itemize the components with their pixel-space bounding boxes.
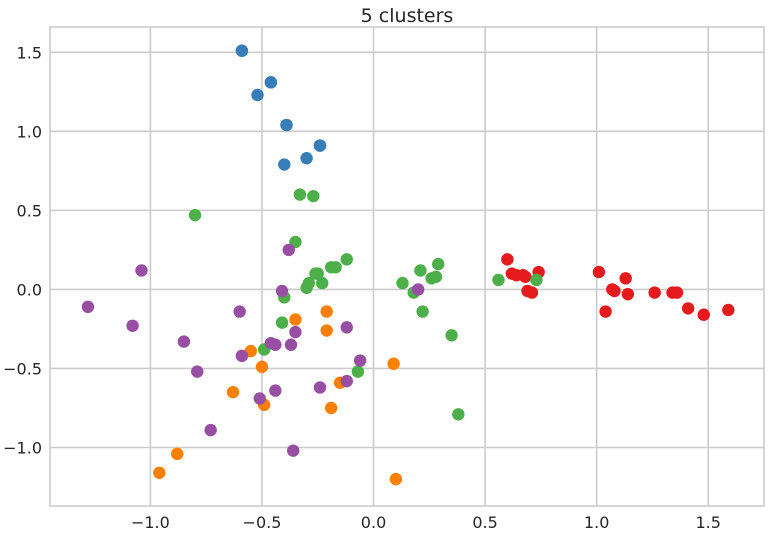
cluster-3-point (416, 305, 429, 318)
x-tick-label: 1.0 (584, 513, 609, 532)
cluster-3-point (340, 253, 353, 266)
cluster-2-point (264, 76, 278, 89)
cluster-4-point (387, 357, 400, 370)
cluster-1-point (697, 308, 710, 321)
cluster-1-point (648, 286, 661, 299)
cluster-1-point (592, 265, 606, 279)
cluster-2-point (235, 44, 249, 57)
cluster-3-point (432, 257, 445, 271)
cluster-3-point (429, 270, 443, 283)
cluster-3-point (302, 276, 316, 290)
cluster-5-point (204, 423, 217, 437)
cluster-1-point (619, 272, 632, 285)
cluster-3-point (275, 316, 289, 329)
y-tick-label: 0.0 (17, 280, 42, 299)
cluster-3-point (311, 267, 324, 280)
cluster-2-point (280, 118, 293, 132)
cluster-1-point (621, 287, 635, 301)
cluster-5-point (289, 325, 302, 339)
cluster-3-point (530, 273, 543, 287)
cluster-4-point (324, 401, 338, 415)
cluster-3-point (445, 329, 458, 342)
y-tick-label: 1.0 (17, 122, 42, 141)
cluster-3-point (452, 408, 465, 421)
x-tick-label: 0.5 (472, 513, 497, 532)
y-tick-label: 1.5 (17, 43, 42, 62)
cluster-1-point (599, 305, 612, 318)
cluster-3-point (188, 208, 202, 222)
cluster-1-point (670, 286, 684, 299)
cluster-4-point (226, 385, 240, 399)
cluster-5-point (313, 381, 327, 394)
cluster-1-point (501, 253, 514, 266)
cluster-5-point (135, 264, 148, 277)
cluster-1-point (722, 303, 735, 317)
x-tick-label: 0.0 (361, 513, 386, 532)
cluster-4-point (289, 313, 302, 326)
cluster-4-point (320, 324, 333, 337)
cluster-4-point (153, 466, 166, 480)
cluster-5-point (340, 321, 353, 334)
cluster-3-point (492, 273, 505, 287)
cluster-5-point (191, 365, 204, 378)
cluster-3-point (307, 189, 320, 203)
cluster-4-point (170, 447, 184, 461)
grid (50, 27, 764, 506)
cluster-4-point (255, 360, 269, 374)
plot-area-frame (49, 26, 765, 507)
cluster-1-point (608, 284, 621, 298)
cluster-5-point (126, 319, 139, 332)
cluster-1-point (525, 286, 539, 299)
cluster-5-point (269, 384, 282, 397)
cluster-5-point (287, 444, 300, 457)
cluster-3-point (293, 188, 307, 201)
cluster-3-point (396, 276, 409, 290)
cluster-3-point (351, 365, 365, 378)
y-tick-label: 0.5 (17, 201, 42, 220)
cluster-5-point (253, 392, 266, 405)
cluster-2-point (300, 152, 313, 165)
cluster-3-point (316, 276, 329, 290)
chart-title: 5 clusters (361, 5, 454, 27)
cluster-5-point (233, 305, 246, 318)
y-tick-label: −1.0 (3, 439, 42, 458)
y-tick-label: −0.5 (3, 359, 42, 378)
cluster-5-point (269, 338, 282, 351)
cluster-5-point (340, 374, 353, 388)
x-tick-label: −1.0 (131, 513, 170, 532)
cluster-5-point (177, 335, 191, 348)
cluster-2-point (313, 139, 327, 152)
cluster-1-point (519, 270, 532, 283)
cluster-2-point (278, 158, 291, 171)
cluster-1-point (681, 302, 695, 315)
cluster-5-point (235, 349, 249, 363)
cluster-5-point (353, 354, 367, 367)
tick-labels: −1.0 −0.5 0.0 0.5 1.0 1.5 −1.0 −0.5 0.0 0.5 1.0 1.5 (3, 43, 721, 532)
data-points (81, 44, 735, 486)
cluster-3-point (414, 264, 427, 277)
cluster-4-point (320, 305, 333, 318)
cluster-5-point (284, 338, 298, 351)
cluster-5-point (275, 284, 289, 298)
cluster-5-point (282, 243, 295, 257)
cluster-4-point (389, 472, 403, 486)
cluster-5-point (411, 283, 425, 296)
x-tick-label: 1.5 (695, 513, 720, 532)
cluster-5-point (81, 300, 95, 314)
x-tick-label: −0.5 (243, 513, 282, 532)
cluster-2-point (251, 88, 264, 102)
cluster-3-point (329, 261, 342, 274)
